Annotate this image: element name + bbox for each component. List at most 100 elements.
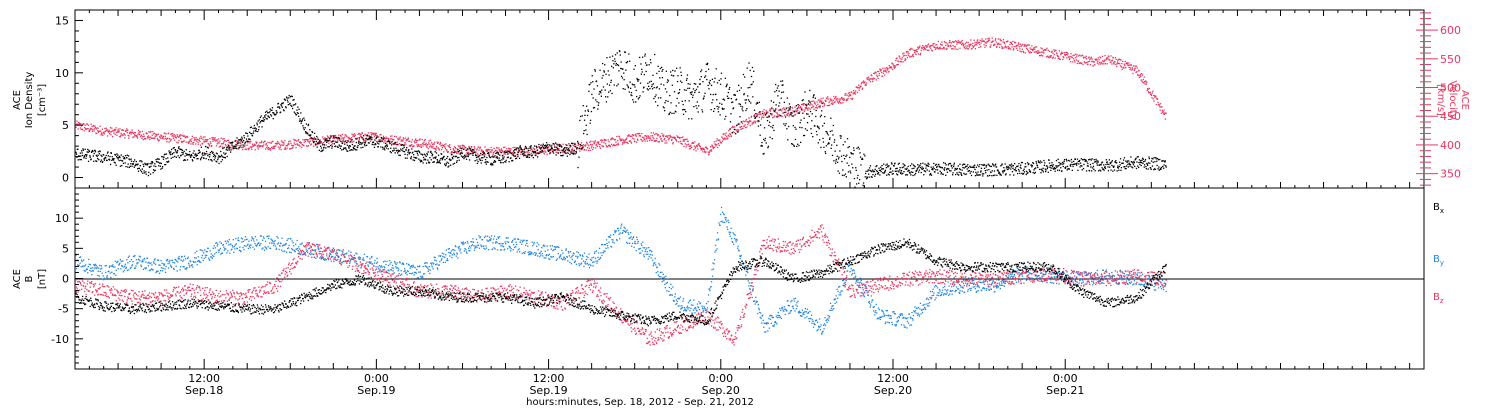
velocity-point [911, 55, 913, 58]
velocity-point [935, 44, 937, 46]
density-point [427, 159, 429, 161]
density-point [112, 158, 114, 160]
density-point [493, 161, 495, 163]
density-point [775, 83, 777, 86]
density-point [954, 167, 956, 170]
velocity-point [826, 97, 828, 99]
velocity-point [202, 143, 204, 145]
velocity-point [119, 136, 122, 138]
velocity-point [1124, 65, 1126, 67]
velocity-point [949, 41, 951, 43]
velocity-point [131, 129, 133, 131]
density-point [608, 91, 610, 93]
velocity-point [729, 133, 731, 135]
velocity-point [141, 137, 143, 139]
density-point [388, 140, 390, 142]
velocity-point [714, 143, 717, 145]
density-point [150, 161, 153, 163]
density-point [780, 80, 782, 82]
density-point [902, 163, 904, 165]
density-point [394, 152, 396, 154]
velocity-point [422, 145, 424, 147]
density-point [534, 151, 536, 153]
velocity-point [227, 139, 230, 141]
velocity-point [301, 144, 304, 146]
density-point [532, 151, 534, 153]
density-point [1091, 167, 1094, 169]
density-point [570, 152, 572, 154]
velocity-point [431, 143, 434, 146]
density-point [646, 64, 648, 66]
density-point [692, 94, 694, 96]
density-point [404, 157, 407, 159]
velocity-point [951, 48, 953, 50]
density-point [720, 72, 723, 74]
density-point [766, 116, 768, 118]
density-point [326, 140, 329, 142]
density-point [244, 143, 246, 145]
velocity-point [953, 48, 955, 50]
density-point [476, 162, 478, 165]
velocity-point [806, 104, 808, 106]
density-point [459, 150, 461, 152]
density-point [712, 93, 714, 96]
velocity-point [314, 142, 317, 145]
velocity-point [580, 142, 583, 144]
velocity-point [640, 138, 642, 141]
velocity-point [428, 142, 430, 144]
velocity-point [886, 66, 888, 69]
density-point [551, 148, 553, 150]
velocity-point [156, 134, 158, 136]
density-point [921, 168, 924, 170]
velocity-point [996, 43, 999, 46]
velocity-point [388, 138, 390, 141]
density-point [788, 125, 790, 128]
density-point [956, 167, 958, 170]
velocity-point [545, 151, 547, 153]
velocity-point [940, 44, 943, 46]
density-point [998, 172, 1000, 174]
velocity-point [1020, 51, 1023, 53]
density-point [516, 153, 518, 156]
density-point [665, 100, 667, 102]
density-point [183, 159, 185, 162]
density-point [317, 138, 319, 141]
velocity-point [268, 148, 270, 150]
density-point [787, 139, 789, 141]
velocity-point [214, 138, 216, 140]
density-point [742, 73, 745, 76]
velocity-point [985, 45, 987, 47]
density-point [575, 152, 577, 154]
velocity-point [987, 40, 989, 42]
density-point [354, 149, 357, 151]
density-point [895, 168, 897, 170]
density-point [230, 151, 232, 153]
density-point [162, 156, 164, 158]
density-point [761, 145, 763, 147]
density-point [874, 175, 876, 177]
density-point [894, 162, 896, 164]
density-point [877, 173, 879, 175]
density-point [465, 158, 468, 160]
density-point [493, 160, 496, 162]
density-point [583, 132, 585, 135]
density-point [305, 132, 307, 134]
density-point [1133, 162, 1135, 164]
velocity-point [1048, 50, 1051, 53]
velocity-point [1085, 62, 1087, 64]
density-point [271, 107, 274, 109]
velocity-point [244, 145, 246, 147]
density-point [917, 164, 919, 166]
density-point [850, 152, 852, 154]
velocity-point [465, 146, 467, 149]
velocity-point [251, 143, 254, 145]
density-point [84, 148, 86, 150]
velocity-point [504, 150, 506, 152]
velocity-point [944, 48, 946, 50]
density-point [842, 144, 844, 146]
density-point [302, 127, 305, 129]
density-point [560, 145, 562, 147]
density-point [1063, 162, 1065, 164]
velocity-point [546, 153, 548, 155]
density-point [492, 164, 494, 166]
